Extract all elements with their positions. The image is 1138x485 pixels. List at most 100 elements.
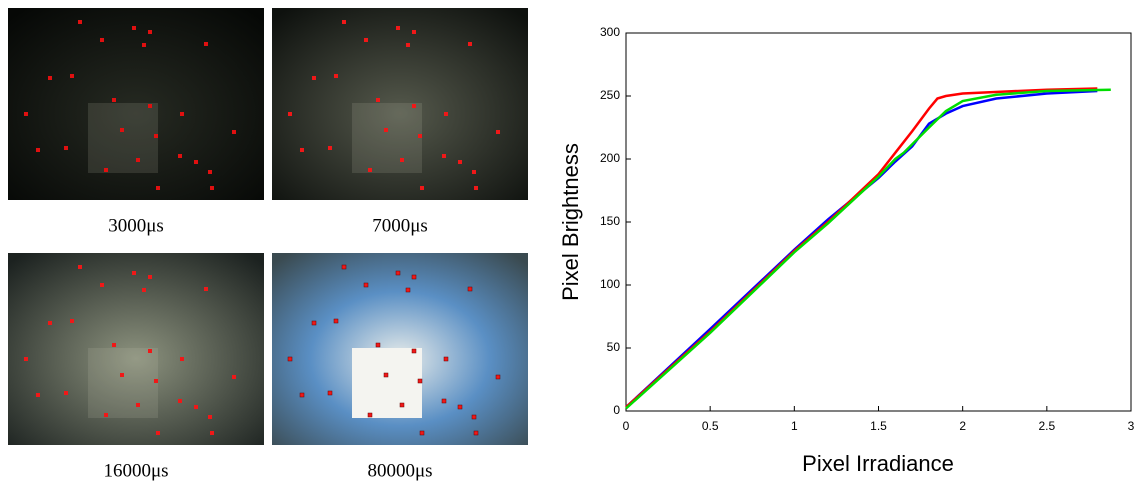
sample-dot [411,274,417,280]
sample-dot [142,43,146,47]
sample-dot [100,283,104,287]
sample-dot [104,168,108,172]
photo-paper [88,348,158,418]
sample-dot [48,76,52,80]
y-tick-label: 0 [613,403,620,417]
sample-dot [287,356,293,362]
y-tick-label: 300 [600,25,620,39]
sample-dot [327,390,333,396]
sample-dot [70,74,74,78]
photo-paper [352,103,422,173]
series-line [625,87,1098,409]
y-tick-label: 150 [600,214,620,228]
sample-dot [474,186,478,190]
photo-image [8,8,264,200]
sample-dot [204,42,208,46]
sample-dot [405,287,411,293]
photo-caption: 16000μs [103,460,168,481]
sample-dot [399,402,405,408]
sample-dot [232,375,236,379]
y-tick-label: 100 [600,277,620,291]
sample-dot [148,275,152,279]
sample-dot [156,431,160,435]
sample-dot [64,391,68,395]
x-tick-label: 1.5 [870,419,887,433]
x-tick-label: 1 [791,419,798,433]
sample-dot [300,148,304,152]
sample-dot [406,43,410,47]
sample-dot [208,415,212,419]
sample-dot [148,349,152,353]
sample-dot [136,403,140,407]
sample-dot [70,319,74,323]
sample-dot [468,42,472,46]
sample-dot [444,112,448,116]
sample-dot [341,264,347,270]
sample-dot [156,186,160,190]
sample-dot [208,170,212,174]
sample-dot [473,430,479,436]
x-tick-label: 2.5 [1038,419,1055,433]
chart: Pixel Irradiance Pixel Brightness 0 0.5 1 1… [558,25,1135,476]
sample-dot [458,160,462,164]
photo-caption: 7000μs [372,215,428,236]
sample-dot [288,112,292,116]
sample-dot [180,357,184,361]
sample-dot [400,158,404,162]
sample-dot [420,186,424,190]
sample-dot [411,348,417,354]
sample-dot [364,38,368,42]
sample-dot [78,265,82,269]
y-tick-label: 200 [600,151,620,165]
series-line [625,88,1111,410]
sample-dot [142,288,146,292]
sample-dot [471,414,477,420]
sample-dot [457,404,463,410]
sample-dot [24,357,28,361]
sample-dot [375,342,381,348]
sample-dot [154,379,158,383]
sample-dot [180,112,184,116]
sample-dot [376,98,380,102]
y-tick-label: 50 [607,340,621,354]
sample-dot [112,98,116,102]
sample-dot [383,372,389,378]
sample-dot [312,76,316,80]
sample-dot [204,287,208,291]
sample-dot [120,373,124,377]
sample-dot [412,30,416,34]
y-axis-label: Pixel Brightness [558,143,583,301]
sample-dot [419,430,425,436]
sample-dot [132,26,136,30]
sample-dot [112,343,116,347]
x-tick-label: 0.5 [702,419,719,433]
sample-dot [368,168,372,172]
sample-dot [178,154,182,158]
sample-dot [396,26,400,30]
sample-dot [24,112,28,116]
sample-dot [132,271,136,275]
sample-dot [120,128,124,132]
sample-dot [148,104,152,108]
x-tick-label: 3 [1128,419,1135,433]
sample-dot [384,128,388,132]
sample-dot [441,398,447,404]
photo-image [272,8,528,200]
photo-image [8,253,264,445]
photo: 80000μs [272,253,528,481]
sample-dot [178,399,182,403]
y-tick-label: 250 [600,88,620,102]
photos: 3000μs 7000μs 16000μs 80000μs [8,8,528,481]
photo: 7000μs [272,8,528,236]
sample-dot [442,154,446,158]
photo-paper [88,103,158,173]
sample-dot [363,282,369,288]
sample-dot [467,286,473,292]
sample-dot [443,356,449,362]
sample-dot [495,374,501,380]
sample-dot [148,30,152,34]
sample-dot [496,130,500,134]
sample-dot [64,146,68,150]
